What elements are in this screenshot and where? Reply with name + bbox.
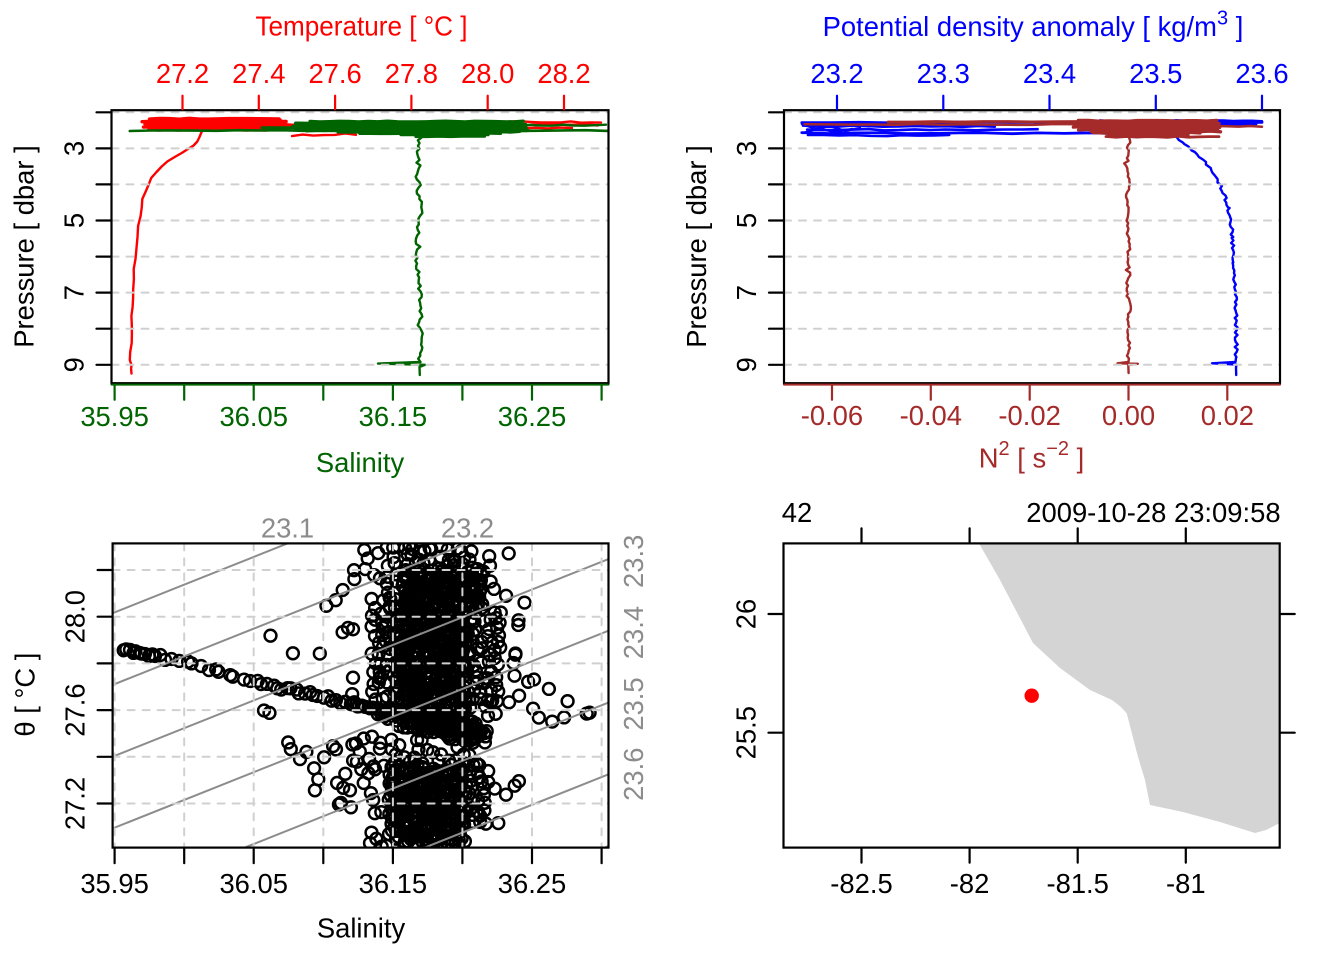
svg-text:36.05: 36.05 bbox=[219, 401, 288, 432]
svg-text:5: 5 bbox=[59, 213, 90, 228]
svg-text:36.15: 36.15 bbox=[359, 401, 428, 432]
svg-text:23.4: 23.4 bbox=[1023, 58, 1076, 89]
svg-text:23.4: 23.4 bbox=[618, 606, 649, 659]
svg-text:28.0: 28.0 bbox=[461, 58, 514, 89]
svg-text:Pressure [ dbar ]: Pressure [ dbar ] bbox=[681, 145, 712, 347]
svg-text:7: 7 bbox=[731, 285, 762, 300]
svg-text:27.2: 27.2 bbox=[60, 777, 91, 830]
svg-text:-81.5: -81.5 bbox=[1046, 868, 1108, 899]
svg-text:28.0: 28.0 bbox=[60, 590, 91, 643]
svg-text:23.3: 23.3 bbox=[917, 58, 970, 89]
svg-text:Potential density anomaly [ kg: Potential density anomaly [ kg/m3 ] bbox=[823, 8, 1244, 43]
svg-text:3: 3 bbox=[731, 141, 762, 156]
svg-text:2009-10-28 23:09:58: 2009-10-28 23:09:58 bbox=[1026, 497, 1280, 528]
svg-text:9: 9 bbox=[731, 357, 762, 372]
svg-text:23.3: 23.3 bbox=[618, 535, 649, 588]
svg-text:27.8: 27.8 bbox=[385, 58, 438, 89]
svg-text:23.5: 23.5 bbox=[1129, 58, 1182, 89]
svg-text:-82: -82 bbox=[950, 868, 990, 899]
svg-text:35.95: 35.95 bbox=[80, 401, 149, 432]
svg-text:3: 3 bbox=[59, 141, 90, 156]
svg-text:23.6: 23.6 bbox=[1235, 58, 1288, 89]
svg-text:23.1: 23.1 bbox=[261, 513, 314, 544]
svg-text:9: 9 bbox=[59, 357, 90, 372]
svg-text:36.15: 36.15 bbox=[359, 868, 428, 899]
svg-text:36.25: 36.25 bbox=[498, 868, 567, 899]
svg-text:5: 5 bbox=[731, 213, 762, 228]
svg-text:-0.02: -0.02 bbox=[998, 400, 1060, 431]
svg-text:Temperature [ °C ]: Temperature [ °C ] bbox=[256, 11, 468, 42]
svg-text:Pressure [ dbar ]: Pressure [ dbar ] bbox=[9, 145, 40, 347]
svg-text:Salinity: Salinity bbox=[316, 447, 405, 478]
svg-text:36.05: 36.05 bbox=[219, 868, 288, 899]
svg-text:27.6: 27.6 bbox=[60, 683, 91, 736]
svg-text:Salinity: Salinity bbox=[317, 912, 406, 943]
svg-text:7: 7 bbox=[59, 285, 90, 300]
svg-text:23.2: 23.2 bbox=[810, 58, 863, 89]
svg-text:-0.04: -0.04 bbox=[900, 400, 962, 431]
svg-text:23.6: 23.6 bbox=[618, 748, 649, 801]
svg-text:-82.5: -82.5 bbox=[830, 868, 892, 899]
svg-text:42: 42 bbox=[782, 497, 812, 528]
svg-text:27.4: 27.4 bbox=[232, 58, 285, 89]
svg-text:26: 26 bbox=[731, 599, 762, 629]
svg-text:-0.06: -0.06 bbox=[801, 400, 863, 431]
svg-text:0.02: 0.02 bbox=[1201, 400, 1254, 431]
svg-text:23.2: 23.2 bbox=[441, 513, 494, 544]
svg-text:36.25: 36.25 bbox=[498, 401, 567, 432]
svg-text:28.2: 28.2 bbox=[537, 58, 590, 89]
svg-text:23.5: 23.5 bbox=[618, 677, 649, 730]
svg-text:θ [ °C ]: θ [ °C ] bbox=[10, 653, 41, 737]
svg-text:35.95: 35.95 bbox=[80, 868, 149, 899]
svg-text:25.5: 25.5 bbox=[731, 706, 762, 759]
svg-text:N2 [ s−2 ]: N2 [ s−2 ] bbox=[979, 438, 1084, 474]
svg-text:0.00: 0.00 bbox=[1102, 400, 1155, 431]
svg-text:27.6: 27.6 bbox=[308, 58, 361, 89]
svg-text:27.2: 27.2 bbox=[156, 58, 209, 89]
svg-text:-81: -81 bbox=[1166, 868, 1206, 899]
